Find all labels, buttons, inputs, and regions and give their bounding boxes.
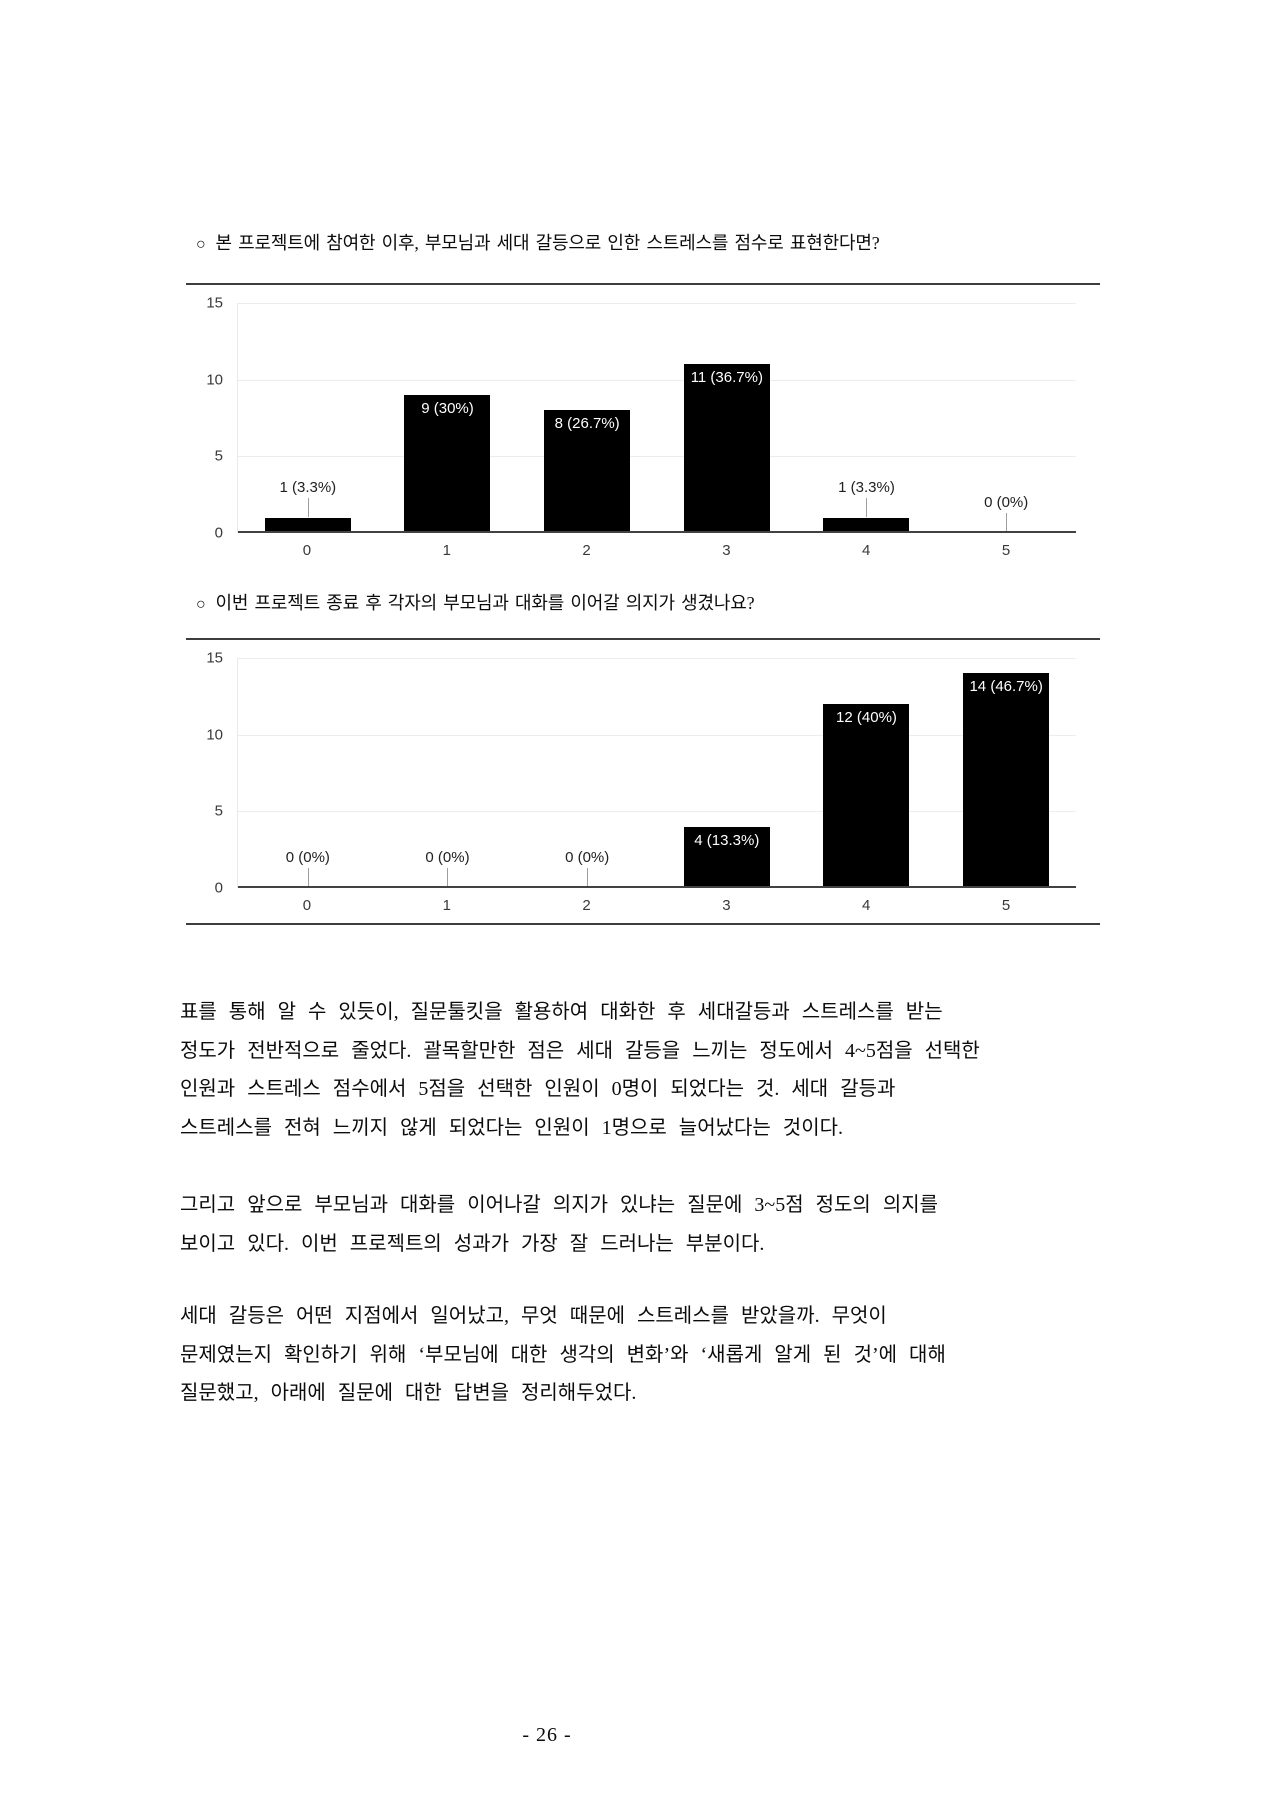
paragraph-line: 문제였는지 확인하기 위해 ‘부모님에 대한 생각의 변화’와 ‘새롭게 알게 … [180,1343,946,1366]
leader-line [307,868,309,887]
page-number: - 26 - [522,1724,572,1746]
bar-value-label: 9 (30%) [421,400,474,417]
leader-line [1006,513,1008,532]
bar-value-label: 11 (36.7%) [690,369,763,387]
chart-plot-row: 15 10 5 0 1 (3.3%) 9 (30%) 8 (26.7%) 11 (36.7%)… [160,295,1076,542]
paragraph-line: 그리고 앞으로 부모님과 대화를 이어나갈 의지가 있냐는 질문에 3~5점 정… [180,1194,939,1216]
body-paragraph-3: 세대 갈등은 어떤 지점에서 일어났고, 무엇 때문에 스트레스를 받았을까. … [180,1297,1120,1413]
paragraph-line: 보이고 있다. 이번 프로젝트의 성과가 가장 잘 드러나는 부분이다. [180,1232,765,1255]
x-tick-label: 1 [442,542,451,559]
body-paragraph-2: 그리고 앞으로 부모님과 대화를 이어나갈 의지가 있냐는 질문에 3~5점 정… [180,1186,1120,1263]
bar: 12 (40%) [823,704,910,888]
bar-slot: 0 (0%) [238,658,378,888]
bar: 14 (46.7%) [963,673,1050,888]
paragraph-line: 표를 통해 알 수 있듯이, 질문툴킷을 활용하여 대화한 후 세대갈등과 스트… [180,1001,943,1023]
bar-value-label: 0 (0%) [984,494,1029,511]
gridline [238,456,1076,458]
y-tick-label: 5 [214,447,223,465]
bar-slot: 8 (26.7%) [517,303,657,533]
leader-line [447,868,449,887]
leader-line [587,868,589,887]
y-tick-label: 0 [214,524,223,542]
x-tick-label: 3 [722,542,731,559]
bar-chart-conversation-will: 15 10 5 0 0 (0%) 0 (0%) 0 (0%) 4 (13.3%) 12 (40%… [160,650,1076,914]
paragraph-line: 인원과 스트레스 점수에서 5점을 선택한 인원이 0명이 되었다는 것. 세대… [180,1078,896,1100]
y-axis: 15 10 5 0 [160,650,237,897]
paragraph-line: 정도가 전반적으로 줄었다. 괄목할만한 점은 세대 갈등을 느끼는 정도에서 … [180,1039,980,1062]
bar-value-label: 14 (46.7%) [969,678,1043,696]
paragraph-line: 질문했고, 아래에 질문에 대한 답변을 정리해두었다. [180,1382,637,1404]
x-tick-label: 2 [582,542,591,559]
body-paragraph-1: 표를 통해 알 수 있듯이, 질문툴킷을 활용하여 대화한 후 세대갈등과 스트… [180,993,1120,1147]
y-tick-label: 10 [206,726,223,744]
bar-chart-stress-score: 15 10 5 0 1 (3.3%) 9 (30%) 8 (26.7%) 11 (36.7%)… [160,295,1076,559]
bar-value-label: 1 (3.3%) [838,478,895,496]
chart-1-question-text: 본 프로젝트에 참여한 이후, 부모님과 세대 갈등으로 인한 스트레스를 점수… [215,233,880,253]
bar [264,517,351,533]
y-tick-label: 10 [206,371,223,389]
x-axis-line [238,531,1076,533]
bar-value-label: 0 (0%) [565,849,610,866]
gridline [238,658,1076,659]
bar: 9 (30%) [404,395,491,533]
paragraph-line: 세대 갈등은 어떤 지점에서 일어났고, 무엇 때문에 스트레스를 받았을까. … [180,1305,887,1327]
divider-above-chart-2 [186,638,1100,640]
bar-value-label: 8 (26.7%) [554,415,620,433]
bar-slot: 4 (13.3%) [657,658,797,888]
bar-slot: 1 (3.3%) [238,303,378,533]
y-axis: 15 10 5 0 [160,295,237,542]
bar-slot: 12 (40%) [797,658,937,888]
paragraph-line: 스트레스를 전혀 느끼지 않게 되었다는 인원이 1명으로 늘어났다는 것이다. [180,1116,843,1139]
x-axis: 0 1 2 3 4 5 [237,888,1076,914]
gridline [238,379,1076,381]
bar-value-label: 0 (0%) [285,849,330,866]
bar-value-label: 12 (40%) [836,709,897,726]
chart-plot-row: 15 10 5 0 0 (0%) 0 (0%) 0 (0%) 4 (13.3%) 12 (40%… [160,650,1076,897]
bar-value-label: 4 (13.3%) [694,831,760,849]
y-tick-label: 0 [214,879,223,897]
gridline [238,303,1076,304]
leader-line [866,497,868,517]
x-tick-label: 0 [302,542,312,559]
y-tick-label: 5 [214,802,223,820]
chart-2-question-title: ○ 이번 프로젝트 종료 후 각자의 부모님과 대화를 이어갈 의지가 생겼나요? [196,590,1126,618]
x-tick-label: 4 [862,897,871,914]
gridline [238,811,1076,813]
bar-slot: 11 (36.7%) [657,303,797,533]
bar-slot: 9 (30%) [378,303,518,533]
x-tick-label: 2 [582,897,591,914]
bar: 8 (26.7%) [544,410,631,533]
chart-1-question-title: ○ 본 프로젝트에 참여한 이후, 부모님과 세대 갈등으로 인한 스트레스를 점… [196,230,1126,258]
bar-value-label: 1 (3.3%) [279,478,337,496]
x-tick-label: 3 [722,897,731,914]
gridline [238,734,1076,736]
x-axis: 0 1 2 3 4 5 [237,533,1076,559]
x-axis-line [238,886,1076,888]
y-tick-label: 15 [206,649,223,667]
plot-area: 0 (0%) 0 (0%) 0 (0%) 4 (13.3%) 12 (40%) 14 (4… [237,658,1076,888]
leader-line [307,497,309,517]
bar: 11 (36.7%) [683,364,770,533]
bar-slot: 0 (0%) [936,303,1076,533]
bar-slot: 1 (3.3%) [797,303,937,533]
bar-slot: 14 (46.7%) [936,658,1076,888]
x-tick-label: 0 [302,897,312,914]
x-tick-label: 5 [1001,897,1011,914]
bar [823,517,910,533]
divider-below-chart-2 [186,923,1100,925]
bar-value-label: 0 (0%) [425,849,470,866]
x-tick-label: 4 [862,542,871,559]
circle-bullet-icon: ○ [196,236,206,253]
bar-slot: 0 (0%) [378,658,518,888]
y-tick-label: 15 [206,294,223,312]
circle-bullet-icon: ○ [196,596,206,613]
bar: 4 (13.3%) [683,826,770,888]
bar-slot: 0 (0%) [517,658,657,888]
plot-area: 1 (3.3%) 9 (30%) 8 (26.7%) 11 (36.7%) 1 (3.3… [237,303,1076,533]
divider-above-chart-1 [186,283,1100,285]
x-tick-label: 5 [1001,542,1011,559]
x-tick-label: 1 [442,897,451,914]
chart-2-question-text: 이번 프로젝트 종료 후 각자의 부모님과 대화를 이어갈 의지가 생겼나요? [215,593,755,613]
